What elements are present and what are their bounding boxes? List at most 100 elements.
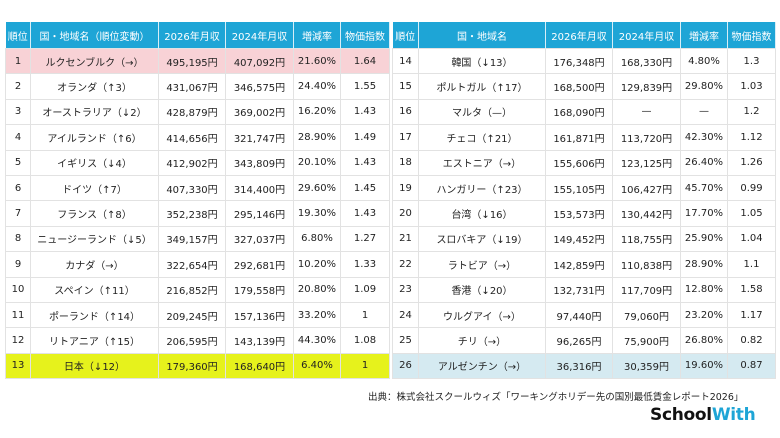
- cell-change-rate: 24.40%: [293, 73, 341, 100]
- cell-rank: 12: [5, 327, 31, 354]
- cell-salary-2024: 369,002円: [225, 98, 294, 126]
- cell-salary-2026: 96,265円: [545, 327, 613, 354]
- cell-salary-2024: 106,427円: [612, 174, 681, 202]
- cell-rank: 16: [392, 98, 419, 126]
- cell-salary-2026: 168,090円: [545, 98, 613, 126]
- cell-country: 香港（↓20）: [418, 276, 546, 303]
- cell-rank: 2: [5, 73, 31, 100]
- table-row: 20 台湾（↓16） 153,573円 130,442円 17.70% 1.05: [392, 200, 776, 227]
- table-row: 1 ルクセンブルク（→） 495,195円 407,092円 21.60% 1.64: [5, 47, 390, 75]
- cell-salary-2026: 168,500円: [545, 73, 613, 100]
- cell-salary-2026: 132,731円: [545, 276, 613, 303]
- cell-salary-2026: 36,316円: [545, 352, 613, 380]
- cell-price-index: 1.09: [340, 276, 390, 303]
- cell-rank: 25: [392, 327, 419, 354]
- cell-salary-2026: 179,360円: [158, 352, 226, 380]
- ranking-table-right: 順位 国・地域名 2026年月収 2024年月収 増減率 物価指数 14 韓国（↓13） 17…: [392, 22, 776, 380]
- table-row: 24 ウルグアイ（→） 97,440円 79,060円 23.20% 1.17: [392, 301, 776, 329]
- cell-change-rate: 10.20%: [293, 251, 341, 278]
- cell-rank: 19: [392, 174, 419, 202]
- cell-price-index: 1.1: [727, 251, 776, 278]
- table-row: 26 アルゼンチン（→） 36,316円 30,359円 19.60% 0.87: [392, 352, 776, 380]
- cell-country: チェコ（↑21）: [418, 124, 546, 151]
- cell-salary-2024: 327,037円: [225, 225, 294, 253]
- cell-change-rate: 17.70%: [680, 200, 728, 227]
- cell-price-index: 0.99: [727, 174, 776, 202]
- cell-rank: 5: [5, 149, 31, 176]
- cell-salary-2024: 110,838円: [612, 251, 681, 278]
- cell-salary-2024: 407,092円: [225, 47, 294, 75]
- table-row: 17 チェコ（↑21） 161,871円 113,720円 42.30% 1.12: [392, 124, 776, 151]
- cell-rank: 4: [5, 124, 31, 151]
- cell-salary-2026: 153,573円: [545, 200, 613, 227]
- cell-salary-2024: 343,809円: [225, 149, 294, 176]
- cell-rank: 6: [5, 174, 31, 202]
- cell-salary-2026: 349,157円: [158, 225, 226, 253]
- cell-price-index: 1.43: [340, 200, 390, 227]
- table-row: 2 オランダ（↑3） 431,067円 346,575円 24.40% 1.55: [5, 73, 390, 100]
- cell-change-rate: —: [680, 98, 728, 126]
- table-row: 19 ハンガリー（↑23） 155,105円 106,427円 45.70% 0.99: [392, 174, 776, 202]
- cell-change-rate: 26.40%: [680, 149, 728, 176]
- cell-country: アルゼンチン（→）: [418, 352, 546, 380]
- cell-salary-2024: 314,400円: [225, 174, 294, 202]
- ranking-table-left: 順位 国・地域名（順位変動） 2026年月収 2024年月収 増減率 物価指数 1 ルクセン…: [5, 22, 390, 380]
- cell-country: 韓国（↓13）: [418, 47, 546, 75]
- cell-salary-2024: 113,720円: [612, 124, 681, 151]
- header-country: 国・地域名: [418, 22, 546, 49]
- header-rank: 順位: [5, 22, 31, 49]
- cell-rank: 26: [392, 352, 419, 380]
- cell-change-rate: 20.80%: [293, 276, 341, 303]
- cell-salary-2026: 412,902円: [158, 149, 226, 176]
- table-row: 7 フランス（↑8） 352,238円 295,146円 19.30% 1.43: [5, 200, 390, 227]
- header-salary-2024: 2024年月収: [612, 22, 681, 49]
- cell-rank: 1: [5, 47, 31, 75]
- cell-change-rate: 28.90%: [293, 124, 341, 151]
- cell-country: スロバキア（↓19）: [418, 225, 546, 253]
- cell-salary-2026: 414,656円: [158, 124, 226, 151]
- cell-salary-2024: 157,136円: [225, 301, 294, 329]
- cell-salary-2024: 292,681円: [225, 251, 294, 278]
- table-row: 21 スロバキア（↓19） 149,452円 118,755円 25.90% 1.04: [392, 225, 776, 253]
- cell-rank: 10: [5, 276, 31, 303]
- cell-price-index: 1.03: [727, 73, 776, 100]
- cell-country: オランダ（↑3）: [30, 73, 159, 100]
- cell-change-rate: 12.80%: [680, 276, 728, 303]
- cell-rank: 3: [5, 98, 31, 126]
- header-change-rate: 増減率: [680, 22, 728, 49]
- header-price-index: 物価指数: [340, 22, 390, 49]
- cell-change-rate: 20.10%: [293, 149, 341, 176]
- header-country: 国・地域名（順位変動）: [30, 22, 159, 49]
- cell-salary-2026: 431,067円: [158, 73, 226, 100]
- table-row: 11 ポーランド（↑14） 209,245円 157,136円 33.20% 1: [5, 301, 390, 329]
- cell-price-index: 0.82: [727, 327, 776, 354]
- cell-change-rate: 19.30%: [293, 200, 341, 227]
- cell-country: ルクセンブルク（→）: [30, 47, 159, 75]
- cell-price-index: 1.55: [340, 73, 390, 100]
- cell-salary-2026: 142,859円: [545, 251, 613, 278]
- cell-country: チリ（→）: [418, 327, 546, 354]
- cell-change-rate: 33.20%: [293, 301, 341, 329]
- cell-price-index: 1: [340, 352, 390, 380]
- cell-price-index: 1.2: [727, 98, 776, 126]
- cell-salary-2024: 30,359円: [612, 352, 681, 380]
- cell-rank: 17: [392, 124, 419, 151]
- table-row: 6 ドイツ（↑7） 407,330円 314,400円 29.60% 1.45: [5, 174, 390, 202]
- table-row: 25 チリ（→） 96,265円 75,900円 26.80% 0.82: [392, 327, 776, 354]
- cell-change-rate: 23.20%: [680, 301, 728, 329]
- cell-change-rate: 42.30%: [680, 124, 728, 151]
- cell-salary-2026: 216,852円: [158, 276, 226, 303]
- cell-salary-2024: 295,146円: [225, 200, 294, 227]
- cell-price-index: 1.43: [340, 149, 390, 176]
- cell-country: オーストラリア（↓2）: [30, 98, 159, 126]
- cell-salary-2024: 117,709円: [612, 276, 681, 303]
- schoolwith-logo: SchoolWith: [650, 405, 756, 425]
- cell-country: 日本（↓12）: [30, 352, 159, 380]
- table-row: 15 ポルトガル（↑17） 168,500円 129,839円 29.80% 1.03: [392, 73, 776, 100]
- table-row: 8 ニュージーランド（↓5） 349,157円 327,037円 6.80% 1.27: [5, 225, 390, 253]
- cell-salary-2024: 168,330円: [612, 47, 681, 75]
- table-row: 4 アイルランド（↑6） 414,656円 321,747円 28.90% 1.49: [5, 124, 390, 151]
- cell-country: ポーランド（↑14）: [30, 301, 159, 329]
- header-salary-2026: 2026年月収: [158, 22, 226, 49]
- cell-change-rate: 25.90%: [680, 225, 728, 253]
